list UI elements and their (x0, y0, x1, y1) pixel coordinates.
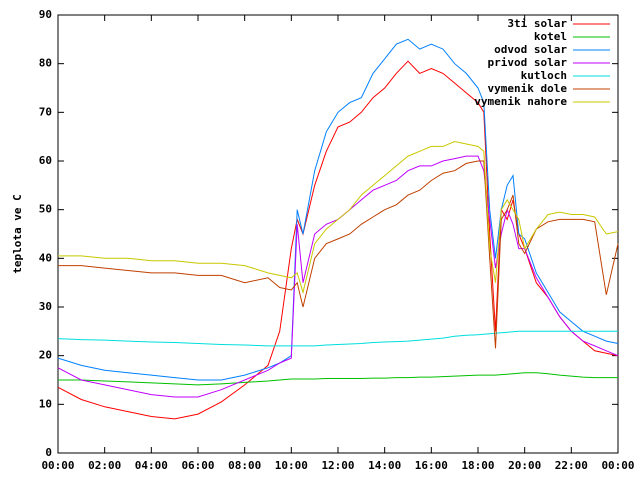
x-tick-label: 22:00 (555, 459, 588, 472)
y-axis-label: teplota ve C (11, 194, 24, 273)
x-tick-label: 10:00 (275, 459, 308, 472)
x-tick-label: 12:00 (321, 459, 354, 472)
series-line (57, 38, 619, 381)
legend-label: odvod solar (494, 43, 567, 56)
legend-label: privod solar (488, 56, 568, 69)
series-line (58, 160, 619, 349)
x-tick-label: 00:00 (601, 459, 634, 472)
y-tick-label: 10 (39, 397, 52, 410)
y-tick-label: 20 (39, 349, 52, 362)
x-tick-label: 20:00 (508, 459, 541, 472)
y-tick-label: 30 (39, 300, 52, 313)
x-tick-label: 18:00 (461, 459, 494, 472)
series-line (57, 60, 619, 420)
series-line (58, 140, 619, 295)
x-tick-label: 16:00 (415, 459, 448, 472)
legend-label: 3ti solar (507, 17, 567, 30)
x-tick-label: 02:00 (88, 459, 121, 472)
y-tick-label: 0 (45, 446, 52, 459)
x-tick-label: 08:00 (228, 459, 261, 472)
x-tick-label: 14:00 (368, 459, 401, 472)
y-tick-label: 50 (39, 203, 52, 216)
x-tick-label: 06:00 (181, 459, 214, 472)
y-tick-label: 60 (39, 154, 52, 167)
y-tick-label: 90 (39, 8, 52, 21)
legend-label: kotel (534, 30, 567, 43)
x-tick-label: 04:00 (135, 459, 168, 472)
legend-label: vymenik nahore (474, 95, 567, 108)
x-tick-label: 00:00 (41, 459, 74, 472)
series-line (57, 330, 618, 347)
legend-label: kutloch (521, 69, 567, 82)
y-tick-label: 70 (39, 105, 52, 118)
series-line (58, 372, 618, 386)
series-line (57, 155, 619, 398)
y-tick-label: 40 (39, 251, 52, 264)
legend-label: vymenik dole (488, 82, 568, 95)
y-tick-label: 80 (39, 57, 52, 70)
